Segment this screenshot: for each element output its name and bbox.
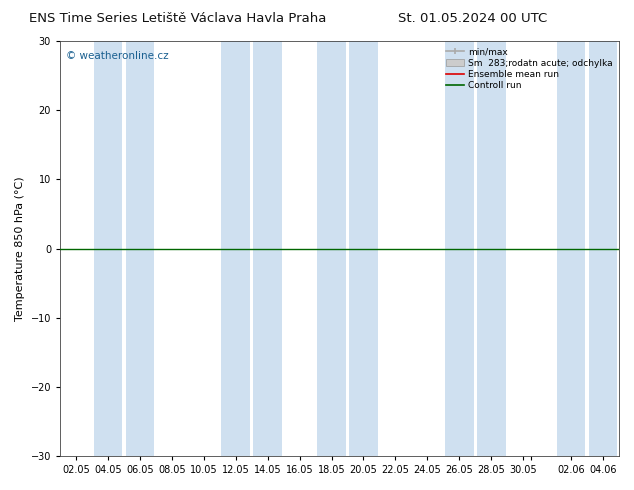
Bar bbox=[94, 41, 122, 456]
Y-axis label: Temperature 850 hPa (°C): Temperature 850 hPa (°C) bbox=[15, 176, 25, 321]
Legend: min/max, Sm  283;rodatn acute; odchylka, Ensemble mean run, Controll run: min/max, Sm 283;rodatn acute; odchylka, … bbox=[444, 46, 614, 92]
Bar bbox=[221, 41, 250, 456]
Bar bbox=[349, 41, 378, 456]
Bar bbox=[317, 41, 346, 456]
Bar bbox=[445, 41, 474, 456]
Bar bbox=[477, 41, 506, 456]
Text: ENS Time Series Letiště Václava Havla Praha: ENS Time Series Letiště Václava Havla Pr… bbox=[29, 12, 327, 25]
Bar bbox=[126, 41, 154, 456]
Text: St. 01.05.2024 00 UTC: St. 01.05.2024 00 UTC bbox=[398, 12, 547, 25]
Bar bbox=[557, 41, 585, 456]
Text: © weatheronline.cz: © weatheronline.cz bbox=[66, 51, 168, 61]
Bar bbox=[254, 41, 282, 456]
Bar bbox=[588, 41, 618, 456]
